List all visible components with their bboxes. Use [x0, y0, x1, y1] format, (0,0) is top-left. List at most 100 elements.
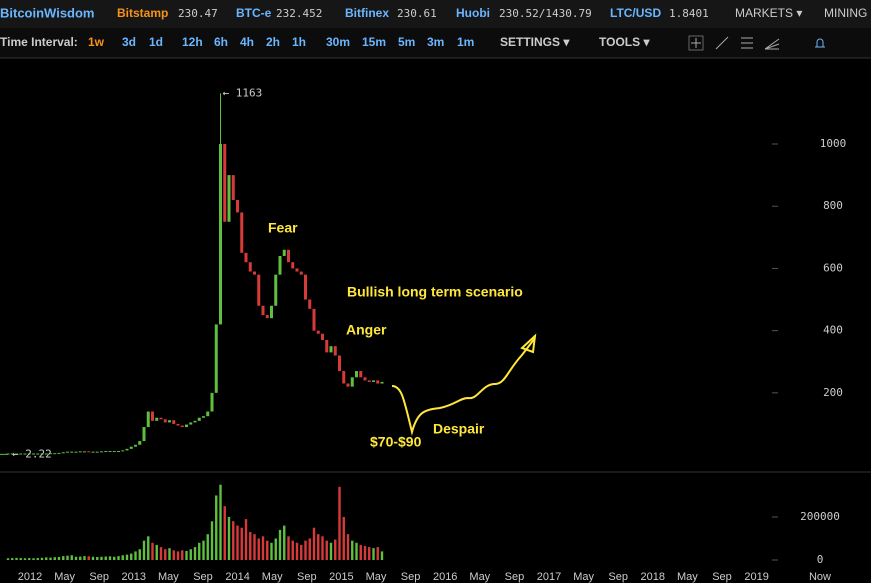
interval-button[interactable]: 30m — [326, 35, 350, 49]
volume-bar — [244, 519, 248, 560]
x-tick-label: Sep — [89, 571, 109, 583]
tool-icons — [688, 35, 825, 51]
candle — [112, 451, 116, 453]
interval-button[interactable]: 3m — [427, 35, 444, 49]
candle — [53, 453, 57, 455]
candle — [206, 411, 210, 417]
ticker-name[interactable]: BTC-e — [236, 6, 272, 20]
interval-button[interactable]: 3d — [122, 35, 136, 49]
candle — [304, 274, 307, 300]
volume-bar — [359, 544, 362, 560]
x-tick-label: 2016 — [433, 571, 457, 583]
volume-tick-label: 200000 — [800, 510, 840, 523]
menu[interactable]: MARKETS ▾ — [735, 6, 802, 20]
volume-bar — [181, 550, 184, 560]
ticker-name[interactable]: Bitfinex — [345, 6, 389, 20]
candle — [129, 446, 133, 449]
volume-bar — [291, 540, 294, 560]
x-tick-label: Sep — [193, 571, 213, 583]
volume-bar — [23, 558, 27, 560]
candle — [346, 383, 350, 387]
interval-button[interactable]: 1d — [149, 35, 163, 49]
candle — [261, 305, 265, 316]
candle — [202, 416, 205, 418]
volume-bar — [74, 556, 78, 560]
icon-fan[interactable] — [764, 38, 780, 50]
ticker-name[interactable]: LTC/USD — [610, 6, 661, 20]
candle — [253, 271, 256, 275]
candle — [57, 452, 61, 454]
volume-bar — [28, 558, 31, 560]
candle — [372, 380, 375, 382]
ticker-name[interactable]: Bitstamp — [117, 6, 168, 20]
volume-tick-label: 0 — [817, 553, 824, 566]
ticker-name[interactable]: Huobi — [456, 6, 490, 20]
candle — [287, 249, 290, 263]
interval-button[interactable]: 1m — [457, 35, 474, 49]
icon-bell[interactable] — [815, 38, 825, 48]
candle — [321, 333, 324, 340]
interval-button[interactable]: 5m — [398, 35, 415, 49]
candle — [219, 143, 222, 325]
icon-frame[interactable] — [688, 35, 704, 51]
top-bar — [0, 0, 871, 28]
volume-bar — [113, 556, 116, 560]
volume-bar — [117, 556, 120, 560]
volume-bar — [376, 547, 379, 560]
interval-button[interactable]: 4h — [240, 35, 254, 49]
candle — [363, 377, 367, 381]
candle — [291, 262, 295, 269]
candle — [193, 420, 197, 423]
interval-button[interactable]: 1h — [292, 35, 306, 49]
menu[interactable]: SETTINGS ▾ — [500, 35, 570, 49]
annotation: Despair — [433, 421, 485, 437]
volume-bar — [49, 557, 52, 560]
candle — [274, 274, 278, 306]
volume-bar — [215, 495, 218, 560]
annotation: Fear — [268, 220, 298, 236]
plot: 200 400 600 800 1000 0 200000 2012 May Sep 2013 May… — [0, 86, 846, 583]
y-tick-label: 800 — [823, 199, 843, 212]
volume-bar — [138, 549, 141, 560]
candle — [49, 453, 52, 455]
interval-button[interactable]: 6h — [214, 35, 228, 49]
menu[interactable]: TOOLS ▾ — [599, 35, 650, 49]
candle — [214, 324, 218, 393]
x-tick-label: 2019 — [744, 571, 768, 583]
interval-button[interactable]: 2h — [266, 35, 280, 49]
volume-bar — [270, 542, 273, 560]
toolbar — [0, 28, 871, 58]
candle — [61, 452, 65, 454]
icon-cross[interactable] — [691, 38, 701, 48]
icon-line[interactable] — [715, 36, 729, 50]
candle — [257, 274, 261, 306]
menu[interactable]: MINING — [824, 6, 867, 20]
volume-bar — [96, 556, 99, 560]
volume-bar — [108, 556, 112, 560]
interval-button[interactable]: 15m — [362, 35, 386, 49]
x-tick-label: May — [677, 571, 698, 583]
volume-bar — [304, 540, 307, 560]
candle — [15, 453, 18, 455]
candle — [265, 315, 269, 319]
candle — [185, 424, 188, 428]
scenario-arrow — [520, 333, 537, 354]
interval-button[interactable]: 1w — [88, 35, 105, 49]
candle — [308, 299, 312, 309]
candle — [121, 450, 125, 452]
icon-lines[interactable] — [741, 37, 753, 49]
volume-bar — [338, 486, 341, 560]
volume-bar — [334, 539, 337, 560]
interval-button[interactable]: 12h — [182, 35, 203, 49]
candle — [95, 451, 99, 453]
candle — [282, 249, 286, 256]
brand[interactable]: BitcoinWisdom — [0, 5, 95, 20]
volume-bar — [325, 540, 328, 560]
ticker-price: 230.47 — [178, 7, 218, 20]
volume-bar — [91, 556, 95, 560]
volume-bar — [210, 521, 214, 560]
candle — [134, 444, 137, 447]
volume-bar — [287, 536, 290, 560]
candle — [189, 422, 193, 425]
